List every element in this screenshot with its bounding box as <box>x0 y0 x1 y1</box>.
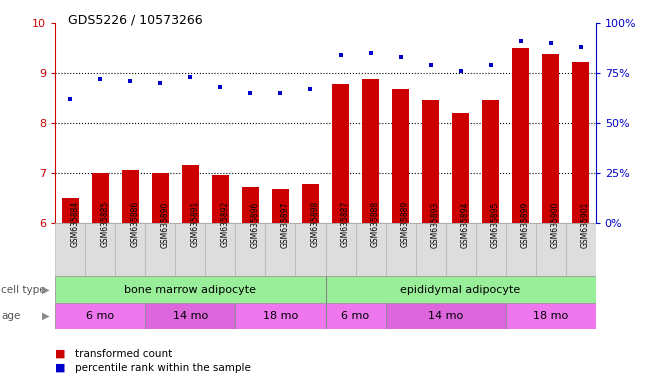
Text: GSM635898: GSM635898 <box>311 201 320 247</box>
Text: GSM635893: GSM635893 <box>430 201 439 248</box>
Bar <box>452 113 469 223</box>
Bar <box>85 223 115 276</box>
Bar <box>506 303 596 329</box>
Point <box>425 62 436 68</box>
Text: percentile rank within the sample: percentile rank within the sample <box>75 363 251 373</box>
Text: GSM635885: GSM635885 <box>100 201 109 247</box>
Text: ■: ■ <box>55 349 66 359</box>
Bar <box>236 303 326 329</box>
Text: GSM635896: GSM635896 <box>251 201 260 248</box>
Bar <box>572 62 589 223</box>
Text: 14 mo: 14 mo <box>173 311 208 321</box>
Bar <box>272 189 289 223</box>
Text: GDS5226 / 10573266: GDS5226 / 10573266 <box>68 13 203 26</box>
Text: cell type: cell type <box>1 285 46 295</box>
Text: GSM635897: GSM635897 <box>281 201 290 248</box>
Bar <box>326 223 355 276</box>
Bar <box>175 223 206 276</box>
Bar <box>385 303 506 329</box>
Text: GSM635884: GSM635884 <box>70 201 79 247</box>
Point <box>95 76 105 82</box>
Bar <box>332 84 349 223</box>
Point <box>275 90 286 96</box>
Bar <box>506 223 536 276</box>
Text: ■: ■ <box>55 363 66 373</box>
Text: ▶: ▶ <box>42 311 50 321</box>
Bar <box>206 223 236 276</box>
Bar <box>512 48 529 223</box>
Text: GSM635900: GSM635900 <box>551 201 560 248</box>
Text: GSM635890: GSM635890 <box>160 201 169 248</box>
Text: GSM635891: GSM635891 <box>191 201 199 247</box>
Bar <box>362 79 379 223</box>
Bar <box>542 54 559 223</box>
Bar <box>212 175 229 223</box>
Text: GSM635899: GSM635899 <box>521 201 530 248</box>
Bar <box>476 223 506 276</box>
Bar <box>145 303 236 329</box>
Point <box>456 68 466 74</box>
Point <box>215 84 226 90</box>
Point <box>335 52 346 58</box>
Bar <box>326 303 385 329</box>
Bar <box>92 173 109 223</box>
Text: ▶: ▶ <box>42 285 50 295</box>
Point <box>575 44 586 50</box>
Bar <box>236 223 266 276</box>
Bar <box>536 223 566 276</box>
Bar <box>55 223 85 276</box>
Text: GSM635888: GSM635888 <box>370 201 380 247</box>
Bar <box>115 223 145 276</box>
Bar <box>122 170 139 223</box>
Text: 6 mo: 6 mo <box>87 311 115 321</box>
Text: 18 mo: 18 mo <box>263 311 298 321</box>
Text: bone marrow adipocyte: bone marrow adipocyte <box>124 285 256 295</box>
Bar <box>62 198 79 223</box>
Text: 14 mo: 14 mo <box>428 311 464 321</box>
Bar <box>55 276 325 303</box>
Point <box>516 38 526 44</box>
Bar <box>355 223 385 276</box>
Point <box>546 40 556 46</box>
Point <box>486 62 496 68</box>
Text: GSM635901: GSM635901 <box>581 201 590 248</box>
Point <box>155 80 165 86</box>
Text: GSM635894: GSM635894 <box>461 201 469 248</box>
Point <box>395 54 406 60</box>
Text: GSM635886: GSM635886 <box>130 201 139 247</box>
Bar <box>415 223 445 276</box>
Bar <box>152 173 169 223</box>
Bar <box>302 184 319 223</box>
Point <box>365 50 376 56</box>
Bar <box>393 89 409 223</box>
Bar <box>422 101 439 223</box>
Text: GSM635895: GSM635895 <box>491 201 499 248</box>
Bar <box>145 223 175 276</box>
Point <box>186 74 196 80</box>
Text: 18 mo: 18 mo <box>533 311 568 321</box>
Bar <box>385 223 415 276</box>
Point <box>125 78 135 84</box>
Point <box>305 86 316 92</box>
Bar <box>296 223 326 276</box>
Point <box>65 96 76 102</box>
Text: GSM635889: GSM635889 <box>400 201 409 247</box>
Text: GSM635887: GSM635887 <box>340 201 350 247</box>
Text: transformed count: transformed count <box>75 349 172 359</box>
Bar <box>55 303 145 329</box>
Point <box>245 90 256 96</box>
Bar <box>482 101 499 223</box>
Bar <box>242 187 258 223</box>
Text: 6 mo: 6 mo <box>342 311 370 321</box>
Bar <box>566 223 596 276</box>
Text: GSM635892: GSM635892 <box>221 201 229 247</box>
Bar <box>326 276 596 303</box>
Text: age: age <box>1 311 21 321</box>
Bar <box>182 165 199 223</box>
Bar <box>445 223 476 276</box>
Bar <box>266 223 296 276</box>
Text: epididymal adipocyte: epididymal adipocyte <box>400 285 521 295</box>
